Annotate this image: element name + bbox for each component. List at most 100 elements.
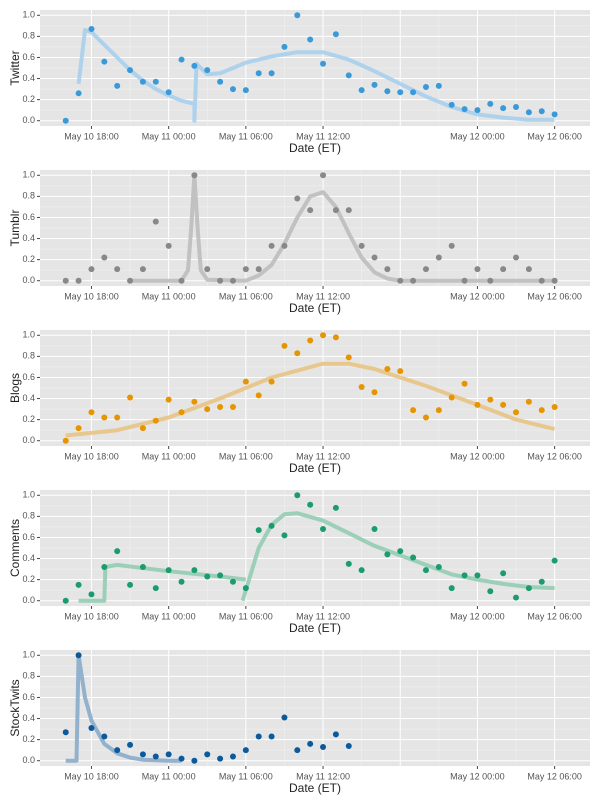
point xyxy=(525,266,532,273)
point xyxy=(88,266,95,273)
x-tick-label: May 10 18:00 xyxy=(64,611,119,621)
point xyxy=(358,242,365,249)
point xyxy=(88,591,95,598)
point xyxy=(294,195,301,202)
x-tick-label: May 11 12:00 xyxy=(296,771,350,781)
point xyxy=(127,741,134,748)
point xyxy=(525,398,532,405)
point xyxy=(101,563,108,570)
point xyxy=(255,70,262,77)
x-tick-label: May 10 18:00 xyxy=(64,131,119,141)
point xyxy=(217,277,224,284)
point xyxy=(435,407,442,414)
point xyxy=(165,567,172,574)
point xyxy=(307,337,314,344)
point xyxy=(217,403,224,410)
x-tick-label: May 12 00:00 xyxy=(450,131,505,141)
point xyxy=(178,409,185,416)
x-tick-label: May 10 18:00 xyxy=(64,291,119,301)
point xyxy=(422,567,429,574)
point xyxy=(358,87,365,94)
point xyxy=(217,755,224,762)
point xyxy=(114,82,121,89)
point xyxy=(75,652,82,659)
point xyxy=(242,87,249,94)
point xyxy=(461,277,468,284)
point xyxy=(551,111,558,118)
x-tick-label: May 11 00:00 xyxy=(142,131,196,141)
point xyxy=(139,78,146,85)
point xyxy=(538,108,545,115)
point xyxy=(320,172,327,179)
y-tick-label: 0.6 xyxy=(22,52,35,62)
point xyxy=(474,107,481,114)
point xyxy=(255,527,262,534)
point xyxy=(255,266,262,273)
point xyxy=(448,394,455,401)
point xyxy=(204,573,211,580)
y-tick-label: 0.4 xyxy=(22,73,35,83)
point xyxy=(75,581,82,588)
point xyxy=(487,588,494,595)
point xyxy=(268,242,275,249)
point xyxy=(127,67,134,74)
point xyxy=(255,733,262,740)
y-tick-label: 0.4 xyxy=(22,713,35,723)
point xyxy=(229,753,236,760)
point xyxy=(384,266,391,273)
x-tick-label: May 10 18:00 xyxy=(64,451,119,461)
x-tick-label: May 11 06:00 xyxy=(219,771,273,781)
point xyxy=(281,242,288,249)
y-tick-label: 0.2 xyxy=(22,254,35,264)
point xyxy=(191,567,198,574)
y-tick-label: 0.4 xyxy=(22,393,35,403)
point xyxy=(114,548,121,555)
point xyxy=(127,581,134,588)
x-axis-label: Date (ET) xyxy=(289,621,341,635)
point xyxy=(242,585,249,592)
y-tick-label: 0.0 xyxy=(22,435,35,445)
x-tick-label: May 11 06:00 xyxy=(219,131,273,141)
point xyxy=(152,78,159,85)
point xyxy=(410,277,417,284)
x-axis-label: Date (ET) xyxy=(289,781,341,795)
x-tick-label: May 12 00:00 xyxy=(450,291,505,301)
point xyxy=(178,755,185,762)
point xyxy=(551,557,558,564)
fit-line xyxy=(65,653,182,763)
x-tick-label: May 12 06:00 xyxy=(527,291,582,301)
x-tick-label: May 12 06:00 xyxy=(527,771,582,781)
point xyxy=(114,266,121,273)
point xyxy=(242,378,249,385)
x-tick-label: May 11 06:00 xyxy=(219,451,273,461)
point xyxy=(127,394,134,401)
point xyxy=(229,86,236,93)
point xyxy=(204,67,211,74)
point xyxy=(422,266,429,273)
x-tick-label: May 11 12:00 xyxy=(296,291,350,301)
point xyxy=(294,350,301,357)
point xyxy=(178,277,185,284)
y-tick-label: 1.0 xyxy=(22,10,35,20)
point xyxy=(320,332,327,339)
point xyxy=(62,117,69,124)
point xyxy=(422,414,429,421)
point xyxy=(152,753,159,760)
y-axis-label: Comments xyxy=(8,519,22,577)
x-tick-label: May 11 00:00 xyxy=(142,611,196,621)
point xyxy=(371,526,378,533)
y-tick-label: 0.6 xyxy=(22,212,35,222)
point xyxy=(435,563,442,570)
point xyxy=(62,277,69,284)
fit-line xyxy=(65,361,556,438)
point xyxy=(114,747,121,754)
y-tick-label: 1.0 xyxy=(22,650,35,660)
y-axis-label: StockTwits xyxy=(8,679,22,736)
point xyxy=(294,492,301,499)
point xyxy=(191,62,198,69)
y-tick-label: 1.0 xyxy=(22,490,35,500)
fit-line xyxy=(130,173,555,283)
point xyxy=(358,383,365,390)
point xyxy=(139,266,146,273)
